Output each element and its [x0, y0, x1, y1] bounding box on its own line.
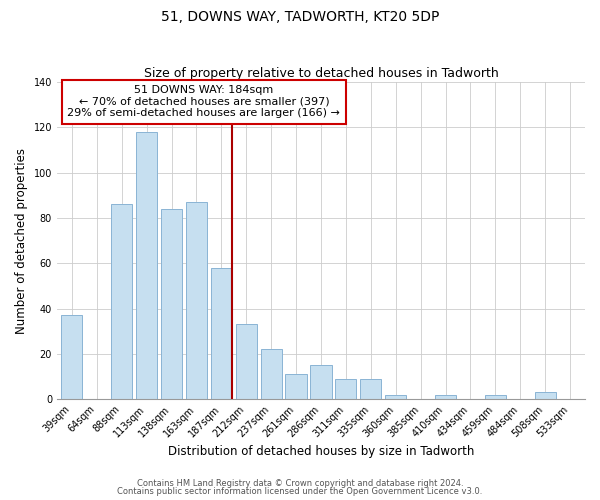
Text: 51 DOWNS WAY: 184sqm
← 70% of detached houses are smaller (397)
29% of semi-deta: 51 DOWNS WAY: 184sqm ← 70% of detached h… [67, 85, 340, 118]
Bar [211, 268, 232, 399]
Text: 51, DOWNS WAY, TADWORTH, KT20 5DP: 51, DOWNS WAY, TADWORTH, KT20 5DP [161, 10, 439, 24]
Bar [161, 209, 182, 399]
Text: Contains public sector information licensed under the Open Government Licence v3: Contains public sector information licen… [118, 487, 482, 496]
Text: Contains HM Land Registry data © Crown copyright and database right 2024.: Contains HM Land Registry data © Crown c… [137, 478, 463, 488]
Bar [385, 394, 406, 399]
Bar [111, 204, 132, 399]
Bar [286, 374, 307, 399]
Bar [260, 350, 282, 399]
X-axis label: Distribution of detached houses by size in Tadworth: Distribution of detached houses by size … [168, 444, 474, 458]
Y-axis label: Number of detached properties: Number of detached properties [15, 148, 28, 334]
Bar [186, 202, 207, 399]
Bar [335, 379, 356, 399]
Bar [485, 394, 506, 399]
Bar [236, 324, 257, 399]
Title: Size of property relative to detached houses in Tadworth: Size of property relative to detached ho… [143, 66, 499, 80]
Bar [61, 316, 82, 399]
Bar [360, 379, 382, 399]
Bar [136, 132, 157, 399]
Bar [535, 392, 556, 399]
Bar [435, 394, 456, 399]
Bar [310, 365, 332, 399]
